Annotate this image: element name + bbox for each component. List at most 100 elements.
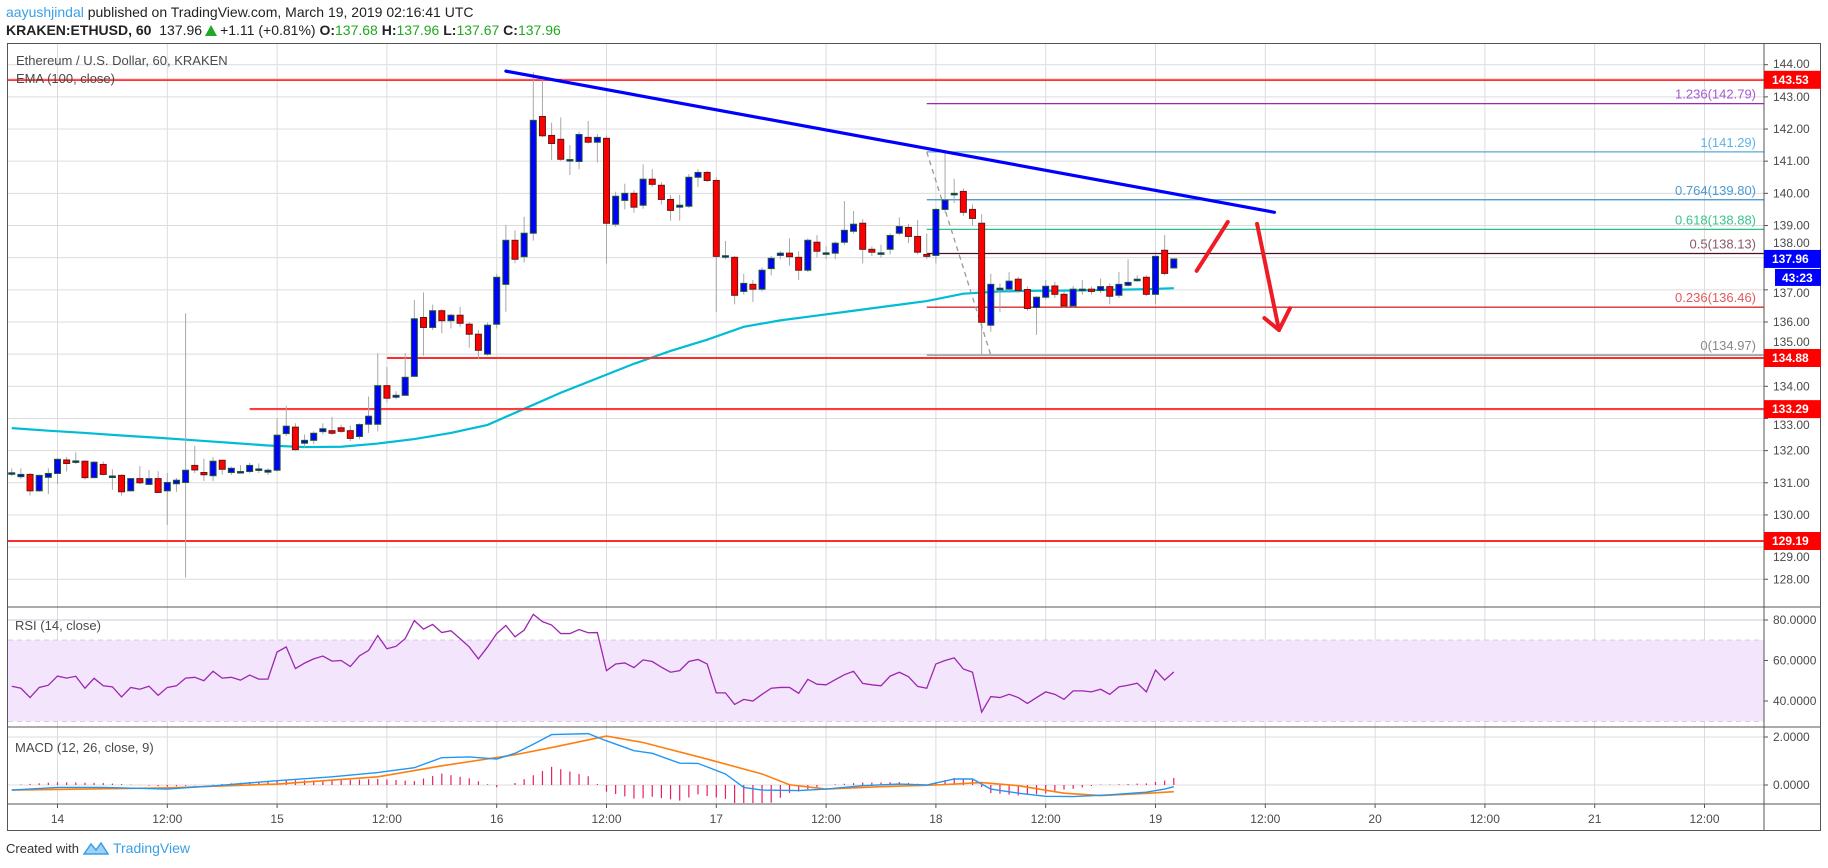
candle [502,224,510,312]
candle-body-down [538,115,546,137]
candle-body-down [218,459,226,470]
candle-body-down [81,460,89,479]
author-link[interactable]: aayushjindal [6,4,84,20]
candle-body-up [950,192,958,196]
candle [429,304,437,331]
fib-level-label: 0(134.97) [1700,338,1756,353]
level-price-badge [1764,400,1821,419]
price-axis-label: 139.00 [1773,219,1810,233]
high-label: H: [381,22,397,38]
x-axis-label: 14 [51,812,65,826]
candle-body-up [685,176,693,207]
candle-body-down [26,473,34,492]
price-pane[interactable]: 1.236(142.79) 1(141.29) 0.764(139.80) 0.618… [8,69,1764,578]
candle-body-up [877,252,885,255]
close-value: 137.96 [517,22,561,38]
candle [996,283,1004,313]
tradingview-brand[interactable]: TradingView [112,840,191,856]
candle [822,246,830,260]
rsi-axis-label: 40.0000 [1773,694,1817,708]
candle-body-down [868,248,876,253]
candle-body-up [493,276,501,325]
candle-body-down [923,253,931,257]
candle-body-down [1051,285,1059,295]
price-axis-label: 141.00 [1773,154,1810,168]
candle-body-down [904,226,912,237]
level-price-badge [1764,531,1821,550]
candle-body-up [694,171,702,178]
candle-body-up [484,324,492,355]
candle [886,233,894,255]
candle [474,330,482,360]
candle [44,468,52,495]
candle [795,251,803,280]
up-move-arrow[interactable] [1194,219,1230,273]
candle [676,194,684,221]
candle-body-up [767,257,775,270]
candle-body-up [987,283,995,326]
candle [447,313,455,329]
candle-body-up [1033,296,1041,309]
x-axis-label: 12:00 [591,812,621,826]
candle-body-up [282,425,290,435]
high-value: 137.96 [396,22,440,38]
candle [1161,235,1169,276]
candle [484,322,492,356]
symbol-info: KRAKEN:ETHUSD, 60 137.96 +1.11 (+0.81%) O… [6,22,561,38]
price-axis-label: 129.00 [1773,550,1810,564]
candle-body-down [548,134,556,144]
x-axis-label: 12:00 [1470,812,1500,826]
candle [172,477,180,492]
x-axis-label: 12:00 [1689,812,1719,826]
macd-pane[interactable] [11,732,1175,811]
x-axis-label: 15 [270,812,284,826]
candle [731,256,739,305]
down-move-arrow[interactable] [1255,221,1282,333]
candle-body-down [914,235,922,253]
candle-body-down [813,241,821,252]
candle-body-up [840,229,848,243]
candle [648,169,656,187]
trendline[interactable] [504,69,1277,214]
candle-body-down [731,256,739,296]
candle-body-up [1133,278,1141,282]
candle [813,235,821,258]
candle [163,473,171,525]
candle-body-up [255,468,263,471]
rsi-axis-label: 60.0000 [1773,654,1817,668]
fib-level-label: 0.764(139.80) [1675,183,1756,198]
candle [355,423,363,440]
macd-axis-label: 0.0000 [1773,778,1810,792]
candle-body-up [429,310,437,328]
candle-body-up [401,376,409,396]
candle-body-down [420,316,427,328]
candle [282,405,290,437]
candle [374,353,382,432]
candle-body-up [575,133,583,163]
open-value: 137.68 [335,22,378,38]
candle [758,267,766,292]
candle-body-up [227,467,235,473]
price-axis-label: 133.00 [1773,418,1810,432]
x-axis-label: 12:00 [1250,812,1280,826]
candle-body-down [1142,276,1150,295]
candle [694,169,702,187]
macd-axis-label: 2.0000 [1773,730,1810,744]
candle-body-down [1087,288,1095,292]
candle-body-down [557,138,565,160]
candle [969,204,976,226]
rsi-pane[interactable] [11,613,1175,714]
candle [118,474,126,496]
candle-body-down [438,310,446,322]
candle [401,353,409,396]
level-price-badge-label: 134.88 [1772,351,1809,365]
x-axis-label: 20 [1368,812,1382,826]
candle [1133,275,1141,282]
candle-body-up [886,234,894,250]
fib-level-label: 0.236(136.46) [1675,290,1756,305]
ema-legend: EMA (100, close) [16,71,115,86]
candle [182,313,190,578]
x-axis-label: 17 [710,812,724,826]
candle-body-up [17,473,25,478]
